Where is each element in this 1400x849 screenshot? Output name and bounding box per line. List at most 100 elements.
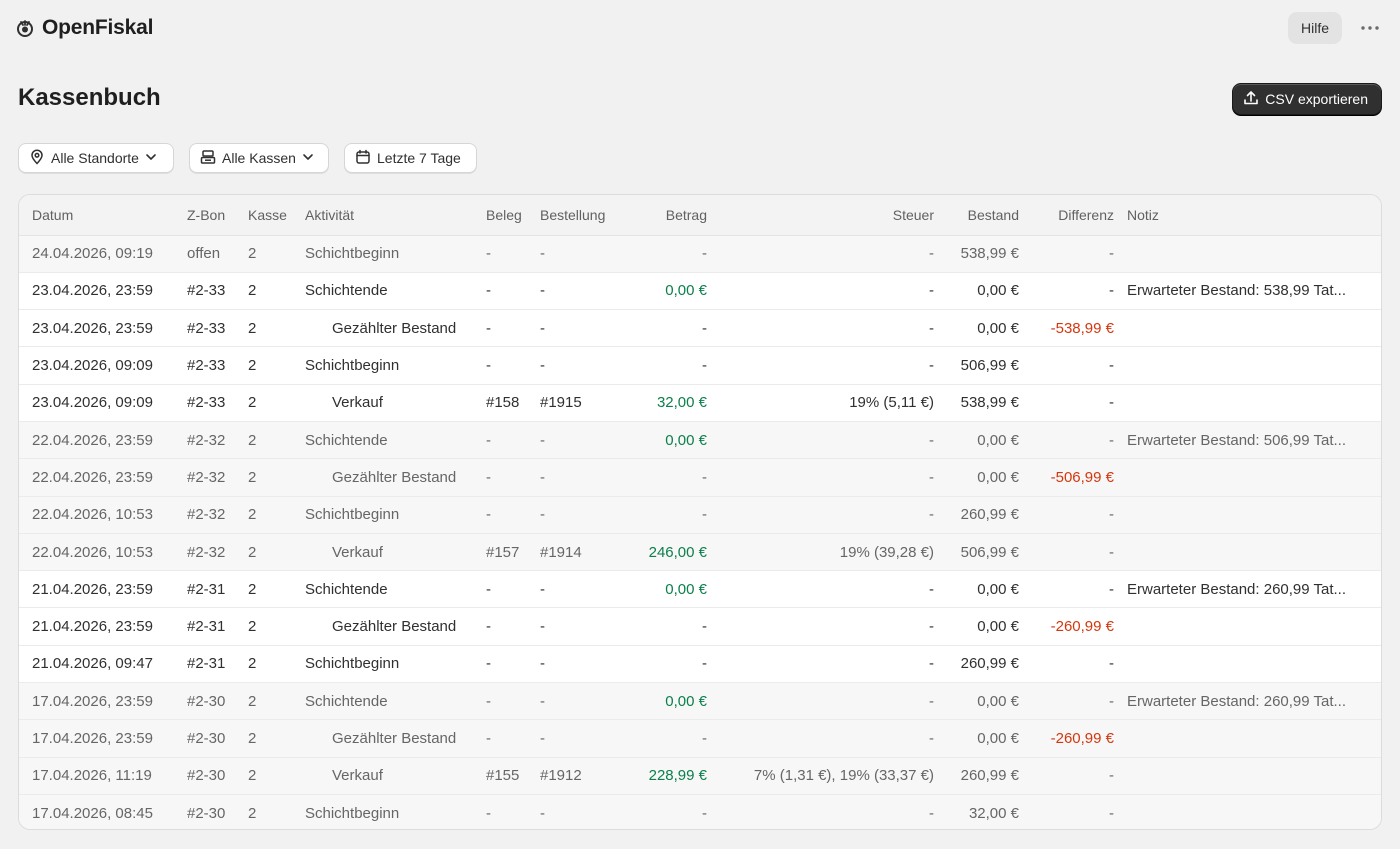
column-header-differenz[interactable]: Differenz <box>1019 195 1114 236</box>
table-row[interactable]: 21.04.2026, 23:59 #2-31 2 Schichtende - -0,00… <box>19 570 1381 609</box>
table-row[interactable]: 23.04.2026, 23:59 #2-33 2 Gezählter Bestand… <box>19 309 1381 348</box>
cell-notiz <box>1114 496 1381 534</box>
cell-beleg: - <box>486 682 540 721</box>
cell-aktivitaet: Schichtende <box>305 682 486 721</box>
column-header-betrag[interactable]: Betrag <box>612 195 707 236</box>
cell-beleg: - <box>486 458 540 497</box>
cell-beleg: - <box>486 235 540 273</box>
table-row[interactable]: 21.04.2026, 09:47 #2-31 2 Schichtbeginn - - - -… <box>19 645 1381 684</box>
column-header-bestand[interactable]: Bestand <box>934 195 1019 236</box>
cell-datum: 23.04.2026, 09:09 <box>19 346 187 385</box>
cell-aktivitaet: Verkauf <box>305 384 486 422</box>
table-row[interactable]: 17.04.2026, 23:59 #2-30 2 Schichtende - -0,00… <box>19 682 1381 721</box>
table-row[interactable]: 17.04.2026, 11:19 #2-30 2 Verkauf #155 #1912 2… <box>19 757 1381 795</box>
cell-betrag: - <box>612 496 707 534</box>
table-row[interactable]: 23.04.2026, 23:59 #2-33 2 Schichtende - -0,00… <box>19 272 1381 311</box>
cell-kasse: 2 <box>248 458 305 497</box>
cell-differenz: - <box>1019 682 1114 721</box>
cell-beleg: - <box>486 272 540 311</box>
cell-bestellung: - <box>540 272 612 311</box>
table-row[interactable]: 17.04.2026, 23:59 #2-30 2 Gezählter Bestand… <box>19 719 1381 758</box>
table-row[interactable]: 22.04.2026, 23:59 #2-32 2 Gezählter Bestand… <box>19 458 1381 497</box>
cell-differenz: -538,99 € <box>1019 309 1114 348</box>
cash-register-icon <box>200 149 216 168</box>
cell-bestellung: - <box>540 645 612 684</box>
cell-differenz: -260,99 € <box>1019 719 1114 758</box>
column-header-bestellung[interactable]: Bestellung <box>540 195 612 236</box>
column-header-kasse[interactable]: Kasse <box>248 195 305 236</box>
cell-differenz: - <box>1019 346 1114 385</box>
cell-bestellung: #1915 <box>540 384 612 422</box>
cell-kasse: 2 <box>248 757 305 795</box>
cell-notiz <box>1114 533 1381 572</box>
cell-aktivitaet: Schichtbeginn <box>305 794 486 829</box>
register-filter[interactable]: Alle Kassen <box>189 143 329 173</box>
cell-betrag: 246,00 € <box>612 533 707 572</box>
cell-z-bon: #2-31 <box>187 570 248 609</box>
column-header-datum[interactable]: Datum <box>19 195 187 236</box>
table-row[interactable]: 24.04.2026, 09:19 offen 2 Schichtbeginn - - - -… <box>19 235 1381 273</box>
cell-beleg: #157 <box>486 533 540 572</box>
table-row[interactable]: 23.04.2026, 09:09 #2-33 2 Schichtbeginn - - - -… <box>19 346 1381 385</box>
csv-export-button[interactable]: CSV exportieren <box>1232 83 1382 115</box>
cell-notiz <box>1114 757 1381 795</box>
column-header-beleg[interactable]: Beleg <box>486 195 540 236</box>
cell-datum: 23.04.2026, 23:59 <box>19 272 187 311</box>
column-header-z-bon[interactable]: Z-Bon <box>187 195 248 236</box>
cell-differenz: - <box>1019 272 1114 311</box>
table-row[interactable]: 17.04.2026, 08:45 #2-30 2 Schichtbeginn - - - -… <box>19 794 1381 829</box>
cell-bestand: 0,00 € <box>934 570 1019 609</box>
cell-beleg: #155 <box>486 757 540 795</box>
cell-kasse: 2 <box>248 272 305 311</box>
app-name: OpenFiskal <box>42 16 154 39</box>
cell-beleg: - <box>486 607 540 646</box>
cell-aktivitaet: Gezählter Bestand <box>305 309 486 348</box>
column-header-notiz[interactable]: Notiz <box>1114 195 1381 236</box>
cell-datum: 17.04.2026, 23:59 <box>19 719 187 758</box>
cell-beleg: - <box>486 570 540 609</box>
activity-label: Gezählter Bestand <box>332 730 457 747</box>
cell-bestand: 0,00 € <box>934 607 1019 646</box>
cell-kasse: 2 <box>248 421 305 460</box>
cell-bestand: 32,00 € <box>934 794 1019 829</box>
activity-label: Gezählter Bestand <box>332 618 457 636</box>
date-range-filter[interactable]: Letzte 7 Tage <box>344 143 477 173</box>
cell-notiz <box>1114 384 1381 422</box>
cell-steuer: - <box>707 309 934 348</box>
cell-datum: 17.04.2026, 08:45 <box>19 794 187 829</box>
cell-steuer: - <box>707 570 934 609</box>
cell-differenz: - <box>1019 496 1114 534</box>
cell-differenz: - <box>1019 533 1114 572</box>
more-options-icon[interactable] <box>1356 14 1384 42</box>
cell-bestand: 0,00 € <box>934 682 1019 721</box>
cell-differenz: - <box>1019 570 1114 609</box>
cell-bestand: 0,00 € <box>934 309 1019 348</box>
cell-kasse: 2 <box>248 719 305 758</box>
activity-label: Gezählter Bestand <box>332 319 457 337</box>
table-row[interactable]: 21.04.2026, 23:59 #2-31 2 Gezählter Bestand… <box>19 607 1381 646</box>
cell-aktivitaet: Schichtbeginn <box>305 346 486 385</box>
cell-betrag: - <box>612 794 707 829</box>
cell-kasse: 2 <box>248 570 305 609</box>
cell-bestand: 260,99 € <box>934 645 1019 684</box>
brand[interactable]: OpenFiskal <box>14 16 153 40</box>
table-row[interactable]: 23.04.2026, 09:09 #2-33 2 Verkauf #158 #1915 3… <box>19 384 1381 422</box>
location-filter[interactable]: Alle Standorte <box>18 143 174 173</box>
table-row[interactable]: 22.04.2026, 10:53 #2-32 2 Schichtbeginn - - - -… <box>19 496 1381 534</box>
cell-steuer: 19% (39,28 €) <box>707 533 934 572</box>
cell-betrag: 0,00 € <box>612 682 707 721</box>
calendar-icon <box>355 149 371 168</box>
help-button[interactable]: Hilfe <box>1287 12 1342 44</box>
cell-betrag: 0,00 € <box>612 272 707 311</box>
cell-aktivitaet: Verkauf <box>305 757 486 795</box>
cell-datum: 22.04.2026, 23:59 <box>19 421 187 460</box>
cell-bestellung: #1912 <box>540 757 612 795</box>
table-row[interactable]: 22.04.2026, 23:59 #2-32 2 Schichtende - -0,00… <box>19 421 1381 460</box>
table-row[interactable]: 22.04.2026, 10:53 #2-32 2 Verkauf #157 #1914 2… <box>19 533 1381 572</box>
cell-aktivitaet: Schichtbeginn <box>305 496 486 534</box>
cell-datum: 22.04.2026, 10:53 <box>19 496 187 534</box>
column-header-steuer[interactable]: Steuer <box>707 195 934 236</box>
cell-aktivitaet: Schichtbeginn <box>305 645 486 684</box>
column-header-aktivitaet[interactable]: Aktivität <box>305 195 486 236</box>
cell-bestellung: - <box>540 719 612 758</box>
